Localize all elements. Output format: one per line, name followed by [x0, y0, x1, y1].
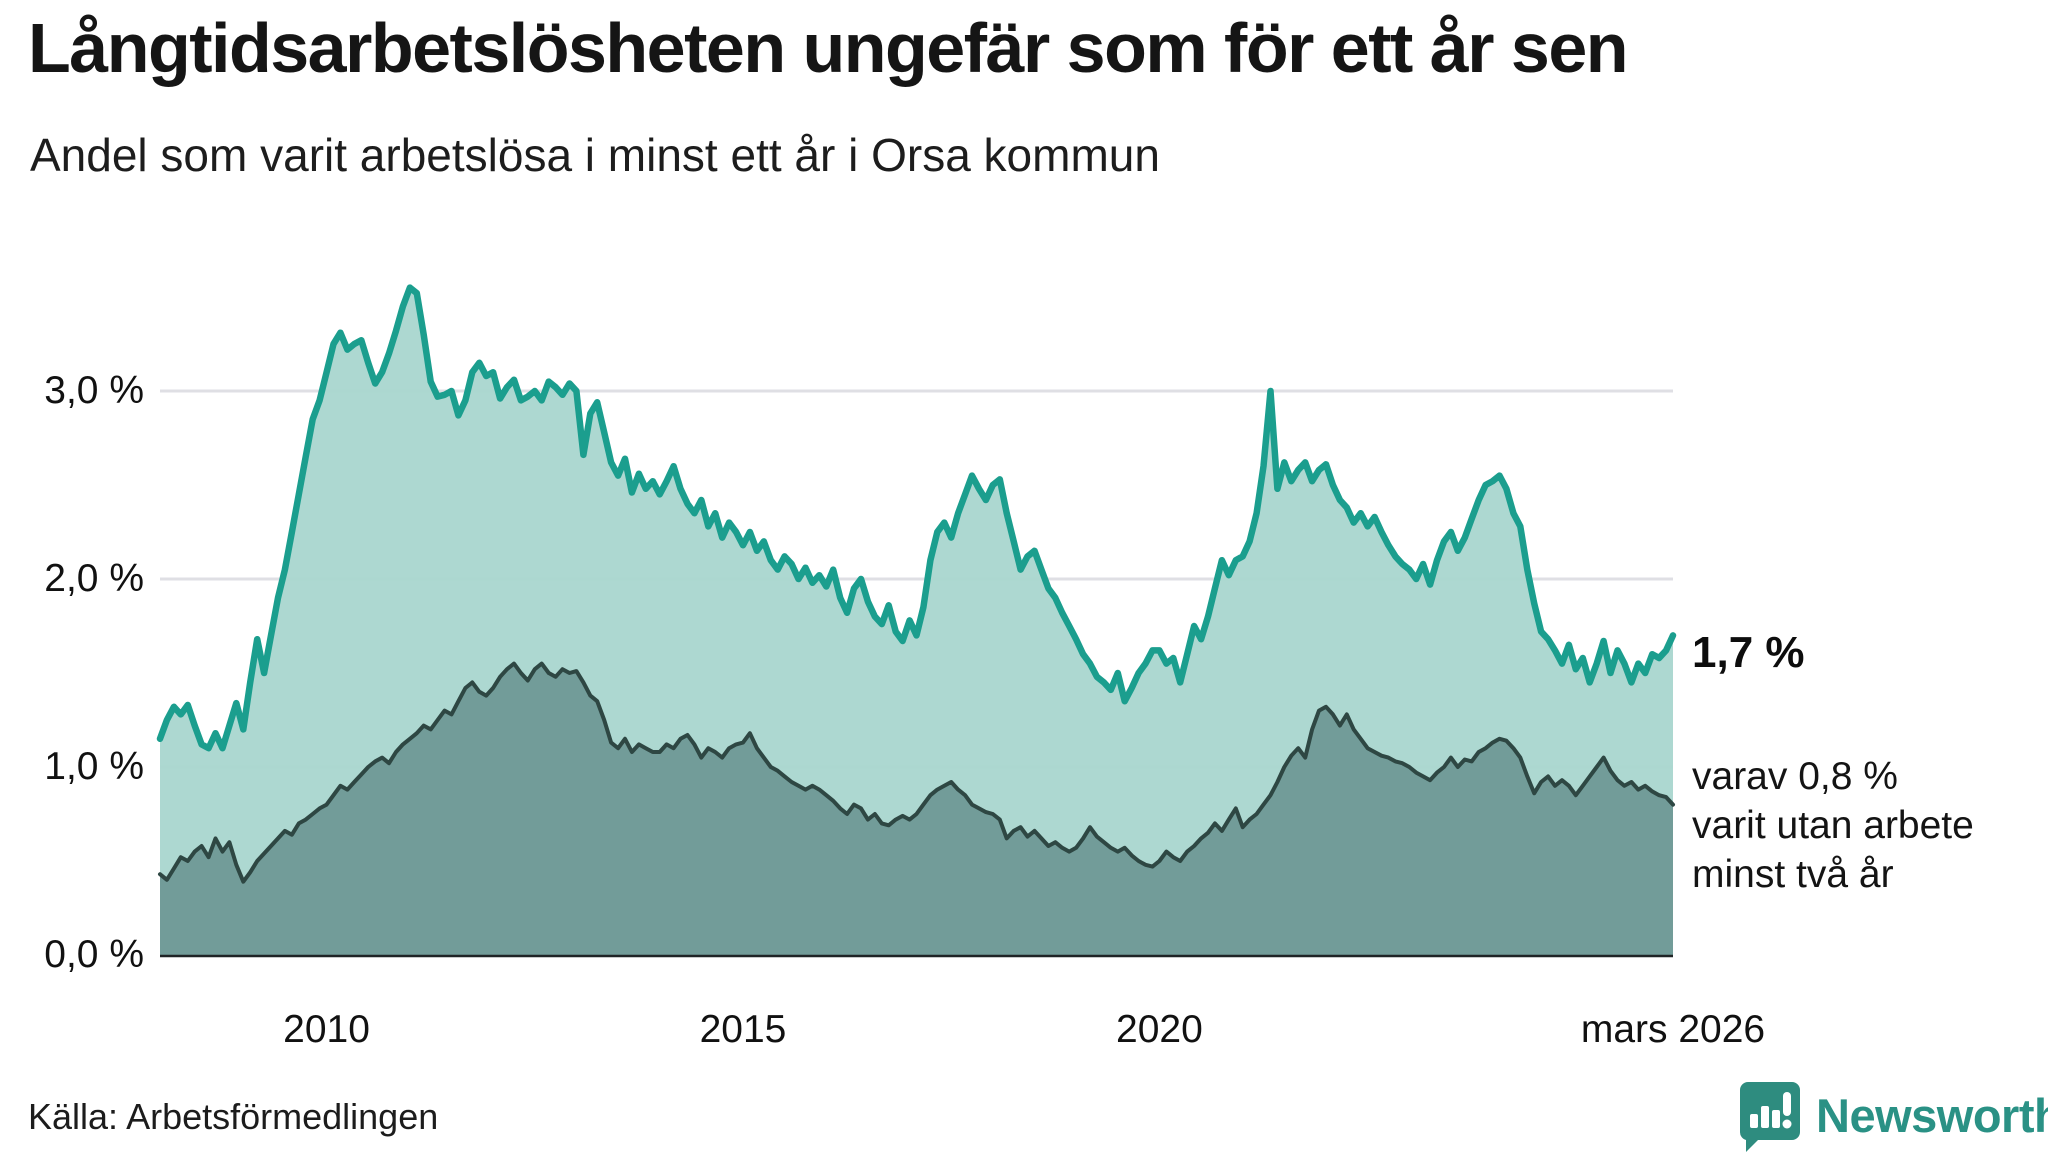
x-tick-label-mars-2026: mars 2026 [1580, 1008, 1766, 1051]
newsworthy-logo-icon [1739, 1082, 1800, 1152]
page-title: Långtidsarbetslösheten ungefär som för e… [28, 9, 1629, 87]
x-tick-label-2010: 2010 [283, 1008, 370, 1051]
y-tick-label-2: 2,0 % [44, 557, 144, 600]
y-tick-label-0: 0,0 % [44, 933, 144, 976]
secondary-annotation-line3: minst två år [1692, 853, 1894, 896]
brand-lockup: Newsworthy [1738, 1080, 2048, 1152]
latest-value-label: 1,7 % [1692, 628, 1805, 677]
y-tick-label-1: 1,0 % [44, 745, 144, 788]
x-tick-label-2015: 2015 [699, 1008, 787, 1051]
area-fill-two-year [160, 663, 1673, 955]
y-tick-label-3: 3,0 % [44, 369, 144, 412]
secondary-annotation-line2: varit utan arbete [1692, 804, 1974, 847]
x-tick-label-2020: 2020 [1116, 1008, 1203, 1051]
secondary-annotation-line1: varav 0,8 % [1692, 755, 1898, 798]
secondary-series-annotation: varav 0,8 % varit utan arbete minst två … [1692, 752, 1974, 899]
page-subtitle: Andel som varit arbetslösa i minst ett å… [30, 129, 1160, 181]
line-two-year [158, 661, 1675, 884]
brand-name: Newsworthy [1816, 1089, 2048, 1142]
line-one-year [156, 284, 1677, 752]
source-note: Källa: Arbetsförmedlingen [28, 1096, 439, 1137]
